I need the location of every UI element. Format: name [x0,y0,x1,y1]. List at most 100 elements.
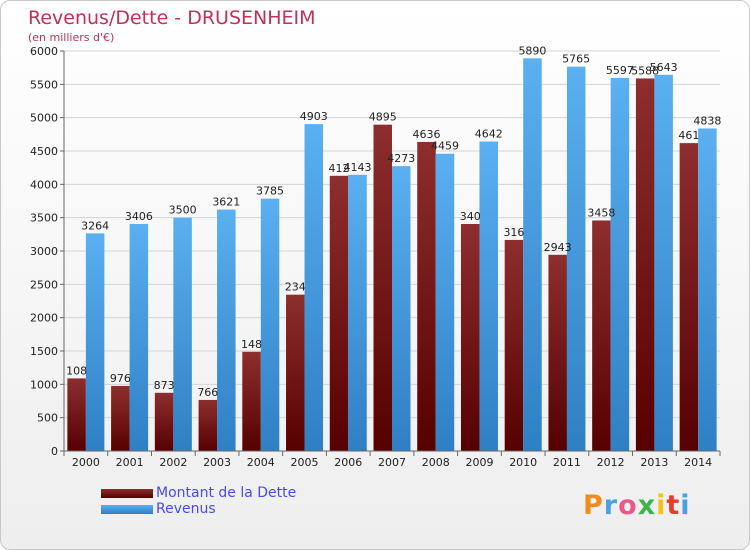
y-tick-label: 5500 [30,78,58,91]
x-tick-label-2003: 2003 [203,456,231,469]
bar-revenus-2005 [304,124,324,451]
x-tick-label-2008: 2008 [422,456,450,469]
data-label-revenus-2011: 5765 [562,53,590,66]
bar-revenus-2011 [566,66,586,452]
x-tick-label-2000: 2000 [72,456,100,469]
data-label-dette-2012: 3458 [587,206,615,219]
y-tick-label: 5000 [30,112,58,125]
data-labels-layer: 108 3264 976 3406 873 3500 766 3621 148 3785 234 49… [66,44,721,399]
y-tick-label: 3500 [30,212,58,225]
bar-revenus-2008 [435,153,455,451]
x-tick-label-2011: 2011 [553,456,581,469]
bar-revenus-2001 [129,223,149,451]
logo-letter: t [666,490,681,521]
data-label-revenus-2009: 4642 [475,128,503,141]
logo-letter: x [637,490,657,521]
data-label-revenus-2002: 3500 [169,204,197,217]
data-label-dette-2003: 766 [197,386,218,399]
y-tick-label: 0 [51,445,58,458]
x-tick-label-2002: 2002 [159,456,187,469]
data-label-dette-2008: 4636 [412,128,440,141]
logo-letter: o [618,490,638,521]
data-label-revenus-2010: 5890 [518,44,546,57]
data-label-revenus-2000: 3264 [81,219,109,232]
data-label-dette-2001: 976 [110,372,131,385]
x-tick-label-2009: 2009 [465,456,493,469]
bar-revenus-2004 [260,198,280,451]
x-tick-label-2001: 2001 [116,456,144,469]
data-label-revenus-2014: 4838 [693,114,721,127]
data-label-revenus-2012: 5597 [606,64,634,77]
bar-dette-2014 [679,143,699,451]
y-tick-label: 3000 [30,245,58,258]
y-tick-label: 6000 [30,45,58,58]
bar-dette-2013 [635,78,655,451]
data-label-dette-2002: 873 [154,379,175,392]
bar-revenus-2009 [479,141,498,452]
y-tick-label: 2000 [30,312,58,325]
bar-dette-2011 [548,254,567,451]
bar-revenus-2003 [217,209,236,451]
logo-letter: r [603,490,619,521]
data-label-dette-2009: 340 [460,210,481,223]
bar-dette-2000 [67,378,86,451]
legend-swatch-dette [101,489,153,498]
bar-dette-2009 [460,224,480,451]
chart-subtitle: (en milliers d'€) [28,31,115,44]
bar-dette-2006 [329,175,349,452]
x-tick-label-2007: 2007 [378,456,406,469]
bar-revenus-2013 [654,74,673,452]
data-label-dette-2005: 234 [285,281,306,294]
y-tick-label: 500 [37,412,58,425]
data-label-revenus-2003: 3621 [212,196,240,209]
data-label-revenus-2007: 4273 [387,152,415,165]
x-tick-label-2004: 2004 [247,456,275,469]
data-label-dette-2014: 461 [678,129,699,142]
logo-letter: P [583,490,604,521]
logo-letter: i [656,490,667,521]
data-label-dette-2007: 4895 [369,111,397,124]
data-label-dette-2013: 5588 [631,64,659,77]
data-label-dette-2000: 108 [66,364,87,377]
bar-dette-2002 [154,392,174,451]
bar-revenus-2000 [85,233,105,451]
bar-dette-2003 [198,399,218,451]
data-label-revenus-2004: 3785 [256,185,284,198]
data-label-dette-2004: 148 [241,338,262,351]
y-tick-label: 2500 [30,278,58,291]
bar-dette-2001 [111,385,130,451]
data-label-dette-2010: 316 [503,226,524,239]
data-label-dette-2011: 2943 [544,241,572,254]
logo-letter: i [680,490,691,521]
bar-revenus-2002 [173,217,192,451]
bar-revenus-2006 [348,174,367,452]
y-tick-label: 1500 [30,345,58,358]
bar-dette-2010 [504,239,524,451]
bar-dette-2007 [373,124,392,452]
data-label-revenus-2001: 3406 [125,210,153,223]
bar-dette-2004 [242,351,261,451]
bar-revenus-2007 [392,166,411,451]
x-tick-label-2005: 2005 [291,456,319,469]
bar-dette-2008 [417,141,436,451]
data-label-dette-2006: 412 [329,162,350,175]
axis-layer: 0 500 1000 1500 2000 2500 3000 3500 4000 4500 5000… [30,45,721,469]
proxiti-logo: Proxiti [583,490,691,521]
y-tick-label: 1000 [30,378,58,391]
bars-layer [67,58,717,452]
legend-swatch-revenus [101,505,153,514]
bar-dette-2012 [592,220,611,451]
x-tick-label-2013: 2013 [640,456,668,469]
y-tick-label: 4500 [30,145,58,158]
x-tick-label-2014: 2014 [684,456,712,469]
y-tick-label: 4000 [30,178,58,191]
x-tick-label-2006: 2006 [334,456,362,469]
bar-dette-2005 [286,294,305,451]
x-tick-label-2010: 2010 [509,456,537,469]
data-label-revenus-2005: 4903 [300,110,328,123]
legend-label-dette: Montant de la Dette [156,485,297,501]
bar-revenus-2014 [698,128,717,451]
bar-revenus-2012 [610,77,630,451]
